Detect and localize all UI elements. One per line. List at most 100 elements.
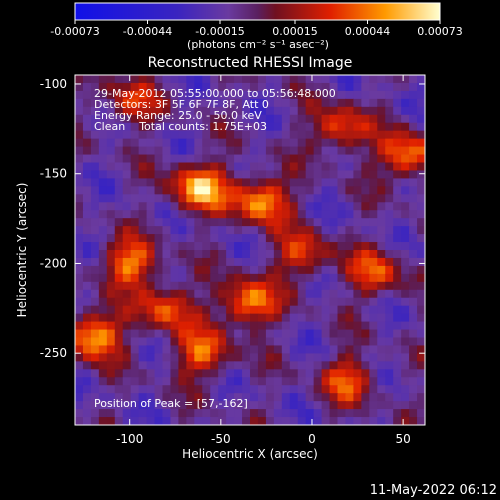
heatmap-cell [337, 234, 347, 243]
heatmap-cell [250, 178, 259, 187]
heatmap-cell [202, 154, 211, 164]
heatmap-cell [337, 130, 347, 140]
heatmap-cell [75, 210, 84, 219]
heatmap-cell [409, 417, 418, 425]
heatmap-cell [361, 377, 370, 386]
heatmap-cell [242, 377, 251, 386]
heatmap-cell [409, 313, 418, 323]
heatmap-cell [82, 393, 92, 402]
heatmap-cell [194, 257, 203, 267]
heatmap-cell [353, 218, 362, 227]
heatmap-cell [401, 273, 410, 283]
heatmap-cell [226, 75, 235, 84]
heatmap-cell [393, 82, 402, 92]
heatmap-cell [393, 226, 402, 235]
heatmap-cell [138, 202, 148, 211]
heatmap-cell [82, 82, 92, 92]
heatmap-cell [313, 114, 323, 124]
heatmap-cell [90, 170, 100, 179]
heatmap-cell [273, 353, 283, 362]
heatmap-cell [194, 154, 203, 164]
heatmap-cell [250, 417, 259, 425]
heatmap-cell [257, 234, 267, 243]
heatmap-cell [234, 146, 243, 156]
heatmap-cell [289, 417, 299, 425]
heatmap-cell [218, 273, 227, 283]
heatmap-cell [138, 162, 148, 172]
heatmap-cell [385, 106, 394, 116]
heatmap-cell [82, 75, 92, 84]
heatmap-cell [186, 82, 195, 92]
heatmap-cell [250, 265, 259, 275]
heatmap-cell [210, 417, 219, 425]
heatmap-cell [353, 242, 362, 251]
heatmap-cell [361, 162, 370, 172]
heatmap-cell [361, 265, 370, 275]
heatmap-cell [385, 218, 394, 227]
heatmap-cell [257, 130, 267, 140]
heatmap-cell [297, 305, 307, 315]
heatmap-cell [146, 393, 156, 402]
heatmap-cell [170, 186, 179, 195]
heatmap-cell [257, 250, 267, 259]
heatmap-cell [281, 154, 291, 164]
heatmap-cell [393, 114, 402, 124]
heatmap-cell [273, 345, 283, 354]
heatmap-cell [313, 170, 323, 179]
heatmap-cell [226, 114, 235, 124]
heatmap-cell [82, 122, 92, 132]
heatmap-cell [130, 194, 140, 203]
heatmap-cell [98, 82, 108, 92]
heatmap-cell [257, 329, 267, 339]
heatmap-cell [242, 162, 251, 172]
heatmap-cell [226, 178, 235, 187]
heatmap-cell [385, 130, 394, 140]
heatmap-cell [321, 265, 331, 275]
heatmap-cell [409, 257, 418, 267]
heatmap-cell [329, 218, 339, 227]
heatmap-cell [409, 194, 418, 203]
heatmap-cell [130, 90, 140, 100]
heatmap-cell [82, 234, 92, 243]
heatmap-cell [138, 281, 148, 291]
heatmap-cell [265, 146, 275, 156]
heatmap-cell [305, 377, 315, 386]
heatmap-cell [401, 313, 410, 323]
heatmap-cell [345, 401, 354, 410]
heatmap-cell [353, 186, 362, 195]
heatmap-cell [106, 194, 116, 203]
heatmap-cell [146, 162, 156, 172]
heatmap-cell [154, 210, 164, 219]
heatmap-cell [114, 146, 124, 156]
heatmap-cell [417, 186, 425, 195]
heatmap-cell [345, 170, 354, 179]
heatmap-cell [138, 98, 148, 108]
heatmap-cell [393, 122, 402, 132]
heatmap-cell [313, 265, 323, 275]
heatmap-cell [369, 273, 378, 283]
heatmap-cell [75, 202, 84, 211]
heatmap-cell [98, 146, 108, 156]
heatmap-cell [273, 82, 283, 92]
heatmap-cell [162, 353, 172, 362]
heatmap-cell [369, 289, 378, 299]
heatmap-cell [297, 138, 307, 148]
heatmap-cell [250, 401, 259, 410]
heatmap-cell [313, 82, 323, 92]
heatmap-cell [194, 162, 203, 172]
heatmap-cell [210, 234, 219, 243]
heatmap-cell [234, 313, 243, 323]
heatmap-cell [297, 377, 307, 386]
heatmap-cell [401, 242, 410, 251]
heatmap-cell [401, 234, 410, 243]
heatmap-cell [281, 106, 291, 116]
heatmap-cell [281, 417, 291, 425]
heatmap-cell [226, 265, 235, 275]
heatmap-cell [345, 162, 354, 172]
heatmap-cell [385, 337, 394, 347]
heatmap-cell [202, 337, 211, 347]
heatmap-cell [210, 377, 219, 386]
heatmap-cell [393, 194, 402, 203]
heatmap-cell [369, 170, 378, 179]
heatmap-cell [130, 162, 140, 172]
